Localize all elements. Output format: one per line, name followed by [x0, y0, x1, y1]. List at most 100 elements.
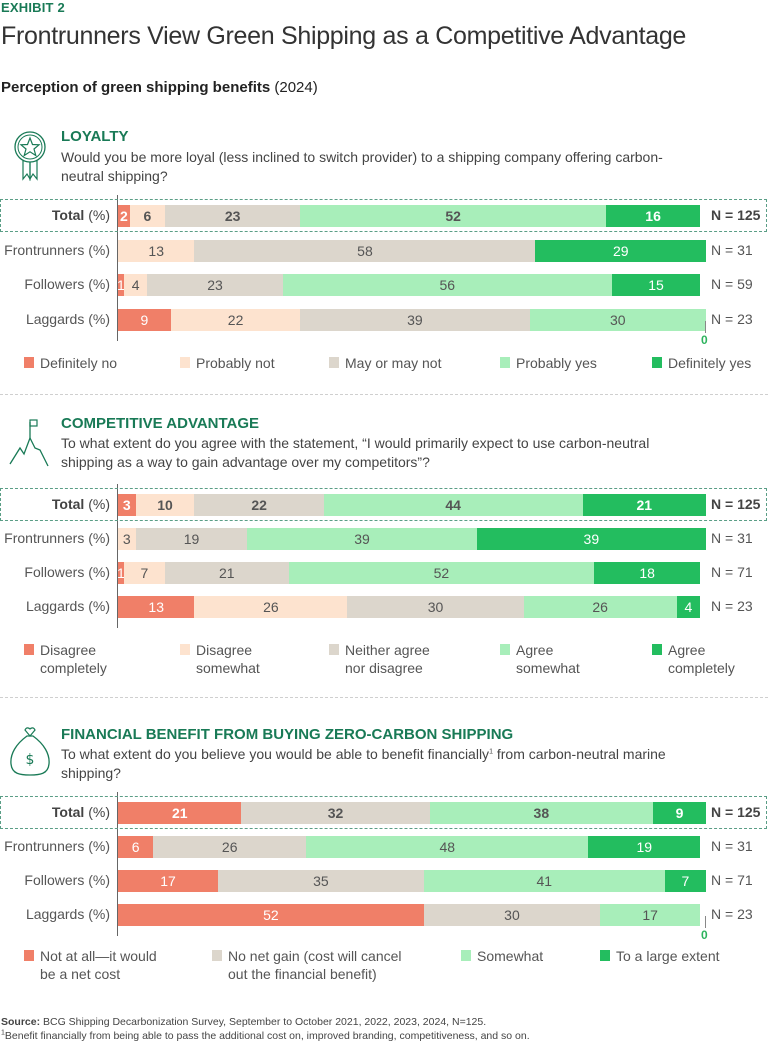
- subtitle-year: (2024): [274, 79, 318, 96]
- bar-segment-disagree-completely: 1: [117, 562, 125, 584]
- legend-swatch: [180, 357, 190, 368]
- legend-label: Probably not: [196, 355, 275, 371]
- bar-value-label: 39: [583, 531, 600, 547]
- money-bag-dollar-icon: $: [10, 727, 50, 776]
- bar-segment-no-net-gain-cost-will-cancel-out-the-financial-benefit: 32: [241, 802, 430, 824]
- bar-segment-not-at-all-it-would-be-a-net-cost: 21: [118, 802, 242, 824]
- bar-segment-no-net-gain-cost-will-cancel-out-the-financial-benefit: 30: [423, 904, 601, 926]
- legend-swatch: [212, 950, 222, 961]
- loyalty-section: LOYALTY Would you be more loyal (less in…: [0, 0, 768, 380]
- bar-segment-probably-not: 22: [170, 309, 301, 331]
- legend-swatch: [24, 950, 34, 961]
- bar-value-label: 21: [171, 805, 188, 821]
- row-label-laggards: Laggards (%): [0, 598, 110, 614]
- row-label-unit: (%): [84, 598, 110, 614]
- legend-swatch: [652, 357, 662, 368]
- row-label-name: Total: [51, 207, 85, 223]
- legend-label: Definitely yes: [668, 355, 752, 371]
- section-divider: [0, 697, 768, 698]
- legend-label: out the financial benefit): [228, 966, 377, 982]
- row-label-followers: Followers (%): [0, 564, 110, 580]
- row-label-frontrunners: Frontrunners (%): [0, 242, 110, 258]
- bar-value-label: 4: [684, 599, 693, 615]
- bar-value-label: 23: [207, 277, 223, 293]
- legend-label: To a large extent: [616, 948, 720, 964]
- bar-segment-no-net-gain-cost-will-cancel-out-the-financial-benefit: 26: [153, 836, 307, 858]
- bar-value-label: 6: [143, 208, 152, 224]
- svg-text:$: $: [26, 752, 35, 768]
- section-question: To what extent do you agree with the sta…: [61, 435, 650, 470]
- legend-label: nor disagree: [345, 660, 423, 676]
- zero-value-tick: [705, 321, 706, 333]
- row-label-unit: (%): [84, 276, 110, 292]
- row-label-unit: (%): [84, 311, 110, 327]
- legend-label: somewhat: [196, 660, 260, 676]
- legend-label: Neither agree: [345, 642, 430, 658]
- legend-swatch: [652, 644, 662, 655]
- bar-value-label: 2: [119, 208, 128, 224]
- bar-value-label: 38: [533, 805, 550, 821]
- row-label-unit: (%): [84, 207, 110, 223]
- bar-segment-definitely-no: 2: [118, 205, 130, 227]
- row-label-name: Laggards: [25, 598, 85, 614]
- bar-segment-agree-somewhat: 44: [323, 494, 583, 516]
- chart-title: Frontrunners View Green Shipping as a Co…: [1, 22, 687, 50]
- row-label-frontrunners: Frontrunners (%): [0, 838, 110, 854]
- source-label: Source:: [1, 1016, 41, 1028]
- section-question: To what extent do you believe you would …: [61, 745, 701, 782]
- bar-segment-disagree-somewhat: 3: [118, 528, 136, 550]
- legend-swatch: [24, 357, 34, 368]
- bar-segment-may-or-may-not: 58: [194, 240, 536, 262]
- bar-value-label: 16: [645, 208, 661, 224]
- bar-value-label: 52: [445, 208, 461, 224]
- bar-segment-definitely-yes: 15: [611, 274, 701, 296]
- y-axis-line: [117, 484, 118, 628]
- row-label-unit: (%): [84, 804, 110, 820]
- row-label-total: Total (%): [0, 496, 110, 512]
- bar-value-label: 35: [313, 873, 329, 889]
- row-label-name: Laggards: [25, 311, 85, 327]
- sample-size-label: N = 31: [711, 530, 753, 546]
- competitive-advantage-section: COMPETITIVE ADVANTAGE To what extent do …: [9, 415, 650, 470]
- row-label-name: Laggards: [25, 906, 85, 922]
- bar-segment-may-or-may-not: 23: [165, 205, 301, 227]
- legend-item: Not at all—it would be a net cost: [24, 947, 157, 983]
- bar-value-label: 26: [592, 599, 608, 615]
- zero-value-tick: [705, 916, 706, 928]
- legend-item: Agree completely: [652, 641, 735, 677]
- chart-subtitle: Perception of green shipping benefits (2…: [1, 79, 318, 96]
- bar-segment-probably-yes: 56: [282, 274, 612, 296]
- bar-segment-no-net-gain-cost-will-cancel-out-the-financial-benefit: 35: [217, 870, 424, 892]
- bar-segment-somewhat: 48: [306, 836, 589, 858]
- footnote-text: Benefit financially from being able to p…: [4, 1030, 530, 1042]
- legend-swatch: [600, 950, 610, 961]
- bar-segment-definitely-yes: 16: [606, 205, 701, 227]
- bar-value-label: 48: [439, 839, 456, 855]
- legend-item: No net gain (cost will cancel out the fin…: [212, 947, 402, 983]
- row-label-followers: Followers (%): [0, 276, 110, 292]
- section-title: LOYALTY: [61, 128, 129, 145]
- bar-segment-agree-somewhat: 39: [247, 528, 477, 550]
- bar-value-label: 1: [117, 565, 125, 581]
- mountain-flag-icon: [9, 419, 49, 467]
- zero-value-label: 0: [701, 928, 708, 942]
- bar-value-label: 15: [648, 277, 664, 293]
- bar-segment-somewhat: 17: [600, 904, 701, 926]
- bar-value-label: 30: [504, 907, 520, 923]
- bar-segment-may-or-may-not: 23: [147, 274, 283, 296]
- bar-value-label: 26: [221, 839, 238, 855]
- bar-segment-probably-not: 6: [129, 205, 166, 227]
- legend-item: Neither agree nor disagree: [329, 641, 430, 677]
- row-label-unit: (%): [84, 496, 110, 512]
- legend-swatch: [180, 644, 190, 655]
- section-title: FINANCIAL BENEFIT FROM BUYING ZERO-CARBO…: [61, 726, 514, 743]
- legend-label: be a net cost: [40, 966, 121, 982]
- sample-size-label: N = 23: [711, 311, 753, 327]
- row-label-name: Followers: [24, 276, 85, 292]
- bar-value-label: 9: [140, 312, 149, 328]
- bar-value-label: 23: [224, 208, 241, 224]
- bar-segment-agree-completely: 39: [476, 528, 706, 550]
- bar-value-label: 19: [183, 531, 200, 547]
- bar-value-label: 58: [357, 243, 373, 259]
- bar-value-label: 3: [122, 497, 131, 513]
